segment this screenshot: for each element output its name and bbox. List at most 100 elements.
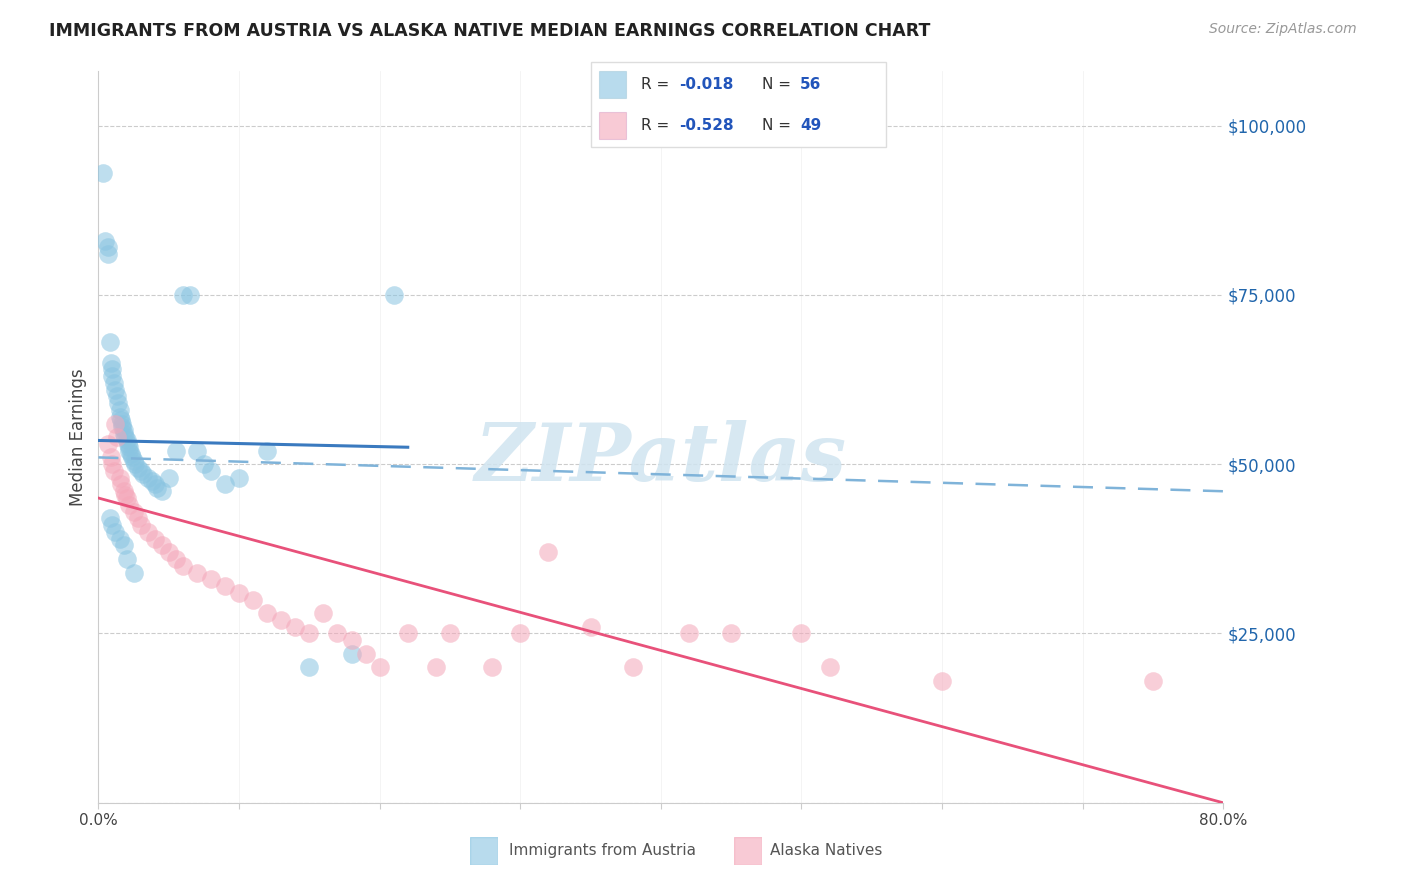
Point [326, 626, 349, 640]
Point [112, 423, 135, 437]
Point [94, 234, 117, 248]
Text: ZIPatlas: ZIPatlas [475, 420, 846, 498]
Point [270, 613, 292, 627]
Point [118, 498, 141, 512]
Point [101, 457, 124, 471]
Point [101, 518, 124, 533]
Point [112, 426, 135, 441]
Point [200, 464, 222, 478]
Point [110, 477, 132, 491]
Text: Alaska Natives: Alaska Natives [770, 843, 883, 858]
FancyBboxPatch shape [591, 62, 886, 147]
Point [121, 450, 143, 465]
Point [105, 389, 128, 403]
Point [112, 484, 135, 499]
Point [115, 434, 138, 448]
Point [120, 447, 142, 461]
Point [200, 572, 222, 586]
Point [143, 477, 166, 491]
Point [157, 471, 180, 485]
Point [509, 626, 531, 640]
Point [97, 247, 120, 261]
Point [439, 626, 461, 640]
Point [127, 511, 149, 525]
Point [122, 505, 145, 519]
FancyBboxPatch shape [599, 112, 626, 139]
Point [621, 660, 644, 674]
Point [790, 626, 813, 640]
Point [136, 524, 159, 539]
Point [136, 471, 159, 485]
Point [122, 566, 145, 580]
Text: 56: 56 [800, 77, 821, 92]
Point [124, 457, 146, 471]
Point [91, 166, 114, 180]
Point [98, 335, 121, 350]
Point [150, 484, 173, 499]
Point [228, 471, 250, 485]
Point [172, 288, 194, 302]
Point [115, 552, 138, 566]
Text: Source: ZipAtlas.com: Source: ZipAtlas.com [1209, 22, 1357, 37]
Point [256, 443, 278, 458]
Point [298, 626, 321, 640]
Point [103, 464, 125, 478]
Point [118, 440, 141, 454]
Point [117, 437, 139, 451]
Point [165, 552, 187, 566]
Point [108, 532, 131, 546]
Point [104, 383, 127, 397]
Point [931, 673, 953, 688]
Point [165, 443, 187, 458]
Point [678, 626, 700, 640]
Point [103, 376, 125, 390]
Point [114, 430, 136, 444]
Text: 49: 49 [800, 118, 821, 133]
Point [132, 467, 155, 482]
FancyBboxPatch shape [599, 71, 626, 98]
Point [720, 626, 742, 640]
Point [150, 538, 173, 552]
Point [818, 660, 841, 674]
Point [111, 417, 134, 431]
Point [143, 532, 166, 546]
Point [579, 620, 602, 634]
Point [141, 474, 163, 488]
Point [129, 464, 152, 478]
Point [340, 647, 363, 661]
Point [537, 545, 560, 559]
Point [97, 437, 120, 451]
Point [112, 538, 135, 552]
Text: R =: R = [641, 118, 673, 133]
Point [368, 660, 391, 674]
Point [193, 457, 215, 471]
Point [312, 606, 335, 620]
Point [157, 545, 180, 559]
Point [129, 518, 152, 533]
Text: Immigrants from Austria: Immigrants from Austria [509, 843, 696, 858]
Text: R =: R = [641, 77, 673, 92]
Point [101, 369, 124, 384]
Point [425, 660, 447, 674]
Point [104, 417, 127, 431]
Point [127, 460, 149, 475]
Text: -0.528: -0.528 [679, 118, 734, 133]
Text: -0.018: -0.018 [679, 77, 734, 92]
Point [396, 626, 419, 640]
Point [186, 443, 208, 458]
Point [104, 524, 127, 539]
Text: N =: N = [762, 77, 796, 92]
Point [114, 488, 136, 502]
Point [186, 566, 208, 580]
Point [100, 355, 122, 369]
Point [354, 647, 377, 661]
Point [98, 511, 121, 525]
Point [481, 660, 503, 674]
Point [110, 413, 132, 427]
Text: IMMIGRANTS FROM AUSTRIA VS ALASKA NATIVE MEDIAN EARNINGS CORRELATION CHART: IMMIGRANTS FROM AUSTRIA VS ALASKA NATIVE… [49, 22, 931, 40]
Point [108, 471, 131, 485]
Point [100, 450, 122, 465]
Point [228, 586, 250, 600]
Point [179, 288, 201, 302]
Point [108, 403, 131, 417]
